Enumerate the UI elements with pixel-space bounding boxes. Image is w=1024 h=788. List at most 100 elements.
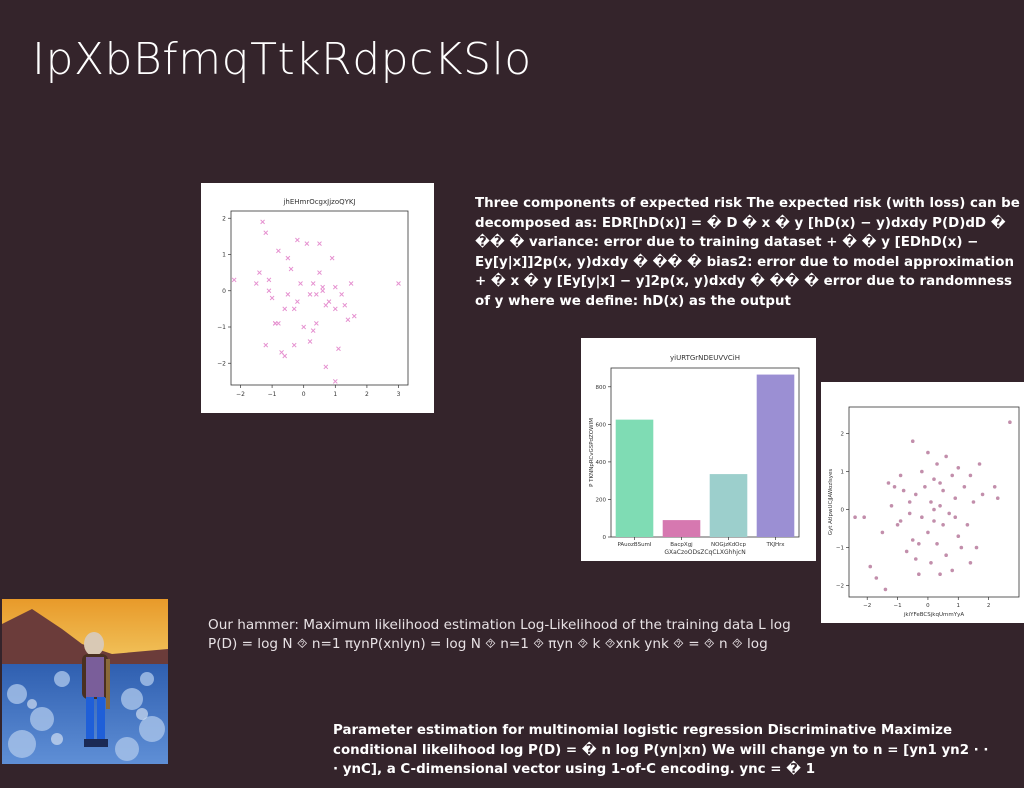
data-point xyxy=(956,466,960,470)
data-point xyxy=(938,572,942,576)
data-point xyxy=(926,531,930,535)
data-point xyxy=(947,512,951,516)
bar-3 xyxy=(757,375,795,537)
data-point xyxy=(923,485,927,489)
data-point xyxy=(935,542,939,546)
x-tick-label: −2 xyxy=(863,603,871,609)
x-tick-label: −2 xyxy=(236,391,245,398)
data-point xyxy=(336,347,340,351)
x-tick-label: −1 xyxy=(268,391,277,398)
data-point xyxy=(308,292,312,296)
data-point xyxy=(324,365,328,369)
data-point xyxy=(941,489,945,493)
data-point xyxy=(972,500,976,504)
x-tick-label: 2 xyxy=(365,391,369,398)
x-tick-label: 0 xyxy=(302,391,306,398)
data-point xyxy=(295,238,299,242)
data-point xyxy=(932,519,936,523)
data-point xyxy=(950,474,954,478)
data-point xyxy=(264,231,268,235)
data-point xyxy=(929,561,933,565)
data-point xyxy=(890,504,894,508)
chart-title: jhEHmrOcgxJjzoQYKJ xyxy=(282,198,355,206)
data-point xyxy=(938,481,942,485)
scatter-chart-2-panel: −2 −1 0 1 2 2 1 0 −1 −2 jkiYFeBCSjkqUmmYyA Gyt Atlp… xyxy=(821,382,1024,623)
data-point xyxy=(267,278,271,282)
y-tick-label: −2 xyxy=(836,584,844,590)
x-tick-label: 1 xyxy=(957,603,961,609)
hiker-photo xyxy=(2,599,168,764)
x-tick-label: PAuozBSumI xyxy=(617,542,651,548)
data-point xyxy=(902,489,906,493)
data-point xyxy=(896,523,900,527)
bar-chart-panel: yiURTGrNDEUVVCiH 0 200 400 600 800 PAuozBSumI B… xyxy=(581,338,816,561)
data-point xyxy=(333,285,337,289)
y-tick-label: −2 xyxy=(217,360,226,367)
data-point xyxy=(917,572,921,576)
x-axis-label: GXaCzoODsZCqCLXGhhjcN xyxy=(664,549,745,556)
data-point xyxy=(914,493,918,497)
data-point xyxy=(920,515,924,519)
data-point xyxy=(264,343,268,347)
data-point xyxy=(932,477,936,481)
data-point xyxy=(956,534,960,538)
data-point xyxy=(926,451,930,455)
data-point xyxy=(333,307,337,311)
data-point xyxy=(257,271,261,275)
data-point xyxy=(887,481,891,485)
data-point xyxy=(318,242,322,246)
data-point xyxy=(911,538,915,542)
y-tick-label: 2 xyxy=(222,215,226,222)
data-point xyxy=(333,379,337,383)
data-point xyxy=(914,557,918,561)
data-point xyxy=(969,474,973,478)
data-point xyxy=(314,292,318,296)
data-point xyxy=(254,282,258,286)
data-point xyxy=(311,329,315,333)
slide-title: IpXbBfmqTtkRdpcKSlo xyxy=(32,34,932,85)
data-point xyxy=(996,496,1000,500)
data-point xyxy=(938,504,942,508)
data-point xyxy=(862,515,866,519)
scatter-chart-1-panel: jhEHmrOcgxJjzoQYKJ −2 −1 0 1 2 3 2 1 0 −1 −2 xyxy=(201,183,434,413)
data-point xyxy=(941,523,945,527)
data-point xyxy=(868,565,872,569)
data-point xyxy=(308,340,312,344)
data-point xyxy=(314,321,318,325)
y-tick-label: 1 xyxy=(841,470,845,476)
data-point xyxy=(929,500,933,504)
data-point xyxy=(343,303,347,307)
data-point xyxy=(299,282,303,286)
data-point xyxy=(963,485,967,489)
y-tick-label: 1 xyxy=(222,252,226,259)
data-point xyxy=(853,515,857,519)
data-point xyxy=(884,588,888,592)
y-tick-label: 0 xyxy=(222,288,226,295)
data-point xyxy=(273,321,277,325)
data-point xyxy=(935,462,939,466)
data-point xyxy=(330,256,334,260)
data-point xyxy=(352,314,356,318)
data-point xyxy=(975,546,979,550)
data-point xyxy=(1008,420,1012,424)
data-point xyxy=(232,278,236,282)
bar-chart: yiURTGrNDEUVVCiH0200400600800PAuozBSumI B… xyxy=(581,338,816,561)
x-tick-label: 3 xyxy=(397,391,401,398)
bar-0 xyxy=(616,420,654,537)
data-point xyxy=(908,500,912,504)
x-axis-label: jkiYFeBCSjkqUmmYyA xyxy=(903,612,964,618)
data-point xyxy=(944,455,948,459)
data-point xyxy=(283,354,287,358)
scatter-chart-1: jhEHmrOcgxJjzoQYKJ−2 −1 0 1 2 3210−1−2 xyxy=(201,183,434,413)
x-tick-label: TKJHrx xyxy=(765,542,785,548)
data-point xyxy=(899,474,903,478)
bar-2 xyxy=(710,474,748,537)
data-point xyxy=(276,249,280,253)
plot-frame xyxy=(849,407,1019,597)
y-tick-label: 2 xyxy=(841,432,845,438)
x-tick-label: 0 xyxy=(926,603,930,609)
y-tick-label: −1 xyxy=(836,546,844,552)
scatter-chart-2: −2 −1 0 1 2 2 1 0 −1 −2 jkiYFeBCSjkqUmmYyA Gyt Atlp… xyxy=(821,382,1024,623)
expected-risk-text: Three components of expected risk The ex… xyxy=(475,194,1020,311)
data-point xyxy=(969,561,973,565)
